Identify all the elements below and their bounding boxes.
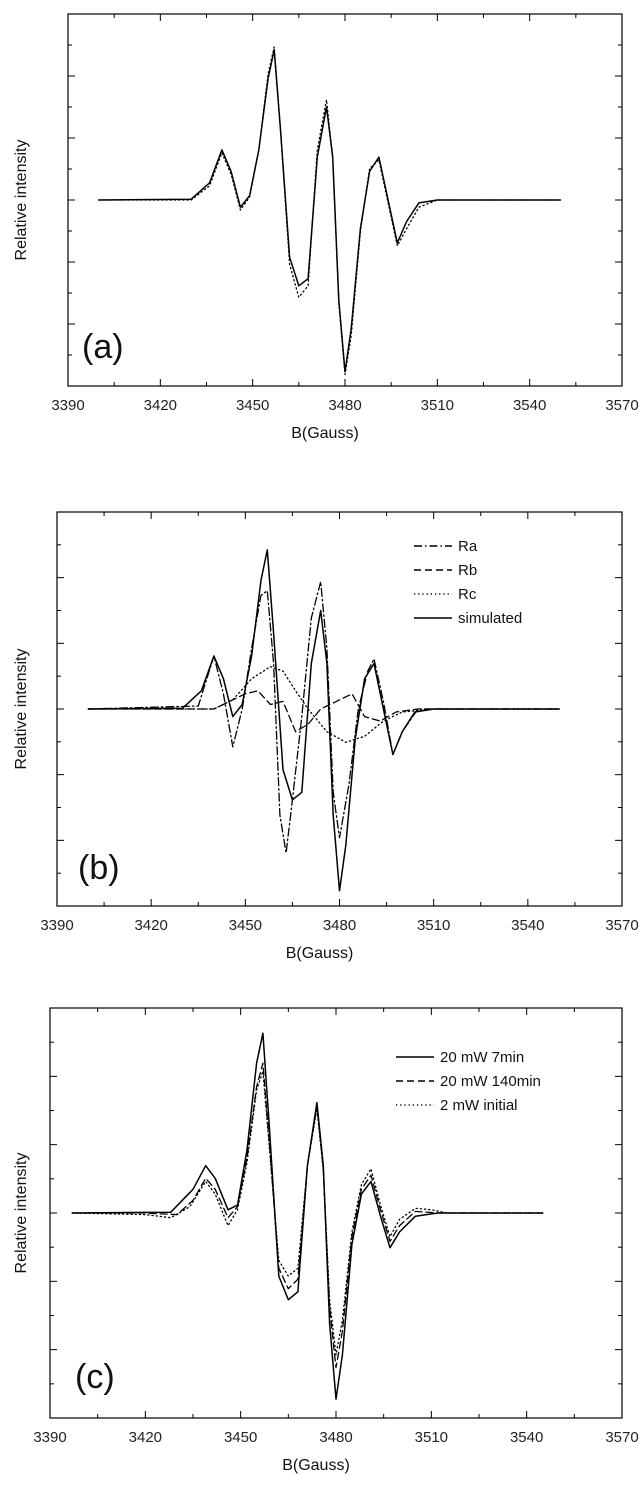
series-line-0 (98, 49, 562, 373)
chart-panel-b: 3390 3420 3450 3480 3510 3540 3570 B(Gauss) Rela… (0, 495, 642, 990)
x-tick-label: 3390 (40, 917, 73, 934)
x-tick-label: 3420 (134, 917, 167, 934)
panel-label: (a) (82, 328, 124, 366)
legend-label: Rc (458, 586, 477, 603)
series-line-rc (87, 665, 560, 743)
series-line-20-mw-7min (71, 1032, 544, 1400)
chart-b-svg: 3390 3420 3450 3480 3510 3540 3570 B(Gauss) Rela… (13, 511, 639, 962)
x-tick-label: 3570 (605, 397, 638, 414)
series-line-ra (87, 581, 560, 854)
series-line-simulated (87, 549, 560, 892)
x-tick-label: 3390 (33, 1429, 66, 1446)
panel-label: (c) (75, 1358, 115, 1396)
x-tick-label: 3570 (605, 917, 638, 934)
legend-label: Rb (458, 562, 477, 579)
x-tick-label: 3540 (513, 397, 546, 414)
x-tick-label: 3510 (421, 397, 454, 414)
x-tick-label: 3420 (129, 1429, 162, 1446)
x-tick-label: 3450 (236, 397, 269, 414)
x-axis-title: B(Gauss) (282, 1457, 350, 1474)
chart-a-svg: 3390 3420 3450 3480 3510 3540 3570 B(Gauss) Rela… (13, 13, 639, 442)
x-tick-label: 3570 (605, 1429, 638, 1446)
chart-panel-a: 3390 3420 3450 3480 3510 3540 3570 B(Gauss) Rela… (0, 0, 642, 495)
y-axis-title: Relative intensity (13, 1153, 30, 1274)
panel-label: (b) (78, 849, 120, 887)
x-axis-title: B(Gauss) (291, 425, 359, 442)
series-line-1 (98, 46, 562, 376)
x-tick-label: 3510 (415, 1429, 448, 1446)
legend-label: 2 mW initial (440, 1097, 518, 1114)
x-axis-title: B(Gauss) (286, 945, 354, 962)
legend-label: Ra (458, 538, 478, 555)
chart-panel-c: 3390 3420 3450 3480 3510 3540 3570 B(Gauss) Rela… (0, 990, 642, 1485)
legend-label: simulated (458, 610, 522, 627)
series-line-rb (87, 690, 560, 733)
x-tick-label: 3450 (229, 917, 262, 934)
x-tick-label: 3480 (328, 397, 361, 414)
y-axis-title: Relative intensity (13, 649, 30, 770)
x-tick-label: 3540 (511, 917, 544, 934)
legend-label: 20 mW 7min (440, 1049, 524, 1066)
chart-c-svg: 3390 3420 3450 3480 3510 3540 3570 B(Gauss) Rela… (13, 1007, 639, 1474)
x-tick-label: 3420 (144, 397, 177, 414)
x-tick-label: 3480 (319, 1429, 352, 1446)
x-tick-label: 3540 (510, 1429, 543, 1446)
x-tick-label: 3480 (323, 917, 356, 934)
x-tick-label: 3390 (51, 397, 84, 414)
y-axis-title: Relative intensity (13, 140, 30, 261)
x-tick-label: 3450 (224, 1429, 257, 1446)
x-tick-label: 3510 (417, 917, 450, 934)
legend-label: 20 mW 140min (440, 1073, 541, 1090)
